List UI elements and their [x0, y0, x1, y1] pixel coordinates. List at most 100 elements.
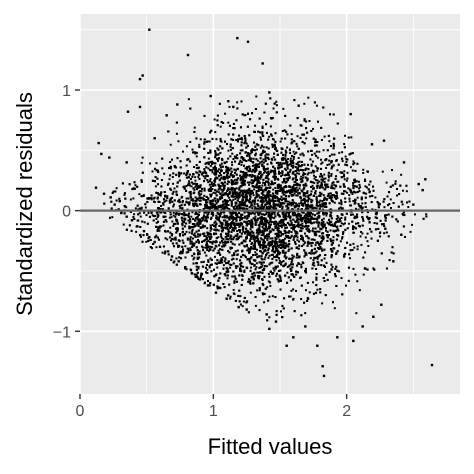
cloud-point: [260, 199, 263, 202]
cloud-point: [225, 205, 228, 208]
cloud-point: [330, 153, 333, 156]
cloud-point: [178, 201, 181, 204]
cloud-point: [341, 171, 344, 174]
cloud-point: [271, 237, 274, 240]
cloud-point: [373, 222, 376, 225]
cloud-point: [241, 305, 244, 308]
cloud-point: [290, 289, 293, 292]
cloud-point: [258, 163, 261, 166]
cloud-point: [153, 196, 156, 199]
cloud-point: [212, 191, 215, 194]
cloud-point: [275, 274, 278, 277]
cloud-point: [355, 312, 358, 315]
cloud-point: [336, 214, 339, 217]
cloud-point: [359, 186, 362, 189]
cloud-point: [265, 252, 268, 255]
cloud-point: [321, 205, 324, 208]
cloud-point: [268, 223, 271, 226]
cloud-point: [133, 218, 136, 221]
cloud-point: [354, 207, 357, 210]
cloud-point: [253, 175, 256, 178]
cloud-point: [251, 222, 254, 225]
cloud-point: [271, 143, 274, 146]
cloud-point: [302, 240, 305, 243]
cloud-point: [263, 235, 266, 238]
cloud-point: [229, 236, 232, 239]
cloud-point: [194, 176, 197, 179]
cloud-point: [379, 235, 382, 238]
cloud-point: [209, 263, 212, 266]
cloud-point: [311, 181, 314, 184]
cloud-point: [320, 247, 323, 250]
cloud-point: [318, 254, 321, 257]
cloud-point: [214, 131, 217, 134]
cloud-point: [311, 184, 314, 187]
cloud-point: [260, 186, 263, 189]
cloud-point: [264, 220, 267, 223]
cloud-point: [330, 263, 333, 266]
cloud-point: [217, 168, 220, 171]
cloud-point: [221, 226, 224, 229]
cloud-point: [321, 238, 324, 241]
cloud-point: [198, 256, 201, 259]
cloud-point: [295, 215, 298, 218]
cloud-point: [293, 211, 296, 214]
cloud-point: [221, 228, 224, 231]
cloud-point: [281, 174, 284, 177]
cloud-point: [234, 225, 237, 228]
cloud-point: [261, 133, 264, 136]
cloud-point: [312, 221, 315, 224]
cloud-point: [311, 127, 314, 130]
cloud-point: [187, 219, 190, 222]
cloud-point: [235, 206, 238, 209]
cloud-point: [270, 169, 273, 172]
cloud-point: [233, 243, 236, 246]
cloud-point: [177, 239, 180, 242]
cloud-point: [243, 159, 246, 162]
cloud-point: [169, 226, 172, 229]
cloud-point: [196, 233, 199, 236]
cloud-point: [248, 134, 251, 137]
cloud-point: [285, 177, 288, 180]
cloud-point: [397, 205, 400, 208]
cloud-point: [364, 236, 367, 239]
cloud-point: [258, 255, 261, 258]
cloud-point: [259, 171, 262, 174]
cloud-point: [310, 171, 313, 174]
cloud-point: [326, 221, 329, 224]
cloud-point: [290, 234, 293, 237]
cloud-point: [261, 217, 264, 220]
cloud-point: [306, 203, 309, 206]
cloud-point: [301, 222, 304, 225]
cloud-point: [161, 208, 164, 211]
cloud-point: [212, 167, 215, 170]
cloud-point: [286, 265, 289, 268]
cloud-point: [181, 239, 184, 242]
cloud-point: [224, 235, 227, 238]
cloud-point: [365, 186, 368, 189]
cloud-point: [267, 251, 270, 254]
cloud-point: [282, 251, 285, 254]
cloud-point: [352, 160, 355, 163]
cloud-point: [229, 295, 232, 298]
cloud-point: [242, 204, 245, 207]
cloud-point: [356, 245, 359, 248]
cloud-point: [227, 121, 230, 124]
cloud-point: [213, 118, 216, 121]
cloud-point: [335, 251, 338, 254]
cloud-point: [169, 167, 172, 170]
cloud-point: [175, 231, 178, 234]
cloud-point: [286, 281, 289, 284]
cloud-point: [179, 206, 182, 209]
cloud-point: [264, 159, 267, 162]
cloud-point: [302, 183, 305, 186]
cloud-point: [318, 235, 321, 238]
cloud-point: [391, 184, 394, 187]
cloud-point: [171, 200, 174, 203]
cloud-point: [300, 180, 303, 183]
cloud-point: [245, 204, 248, 207]
cloud-point: [316, 179, 319, 182]
cloud-point: [261, 160, 264, 163]
cloud-point: [270, 180, 273, 183]
cloud-point: [185, 222, 188, 225]
